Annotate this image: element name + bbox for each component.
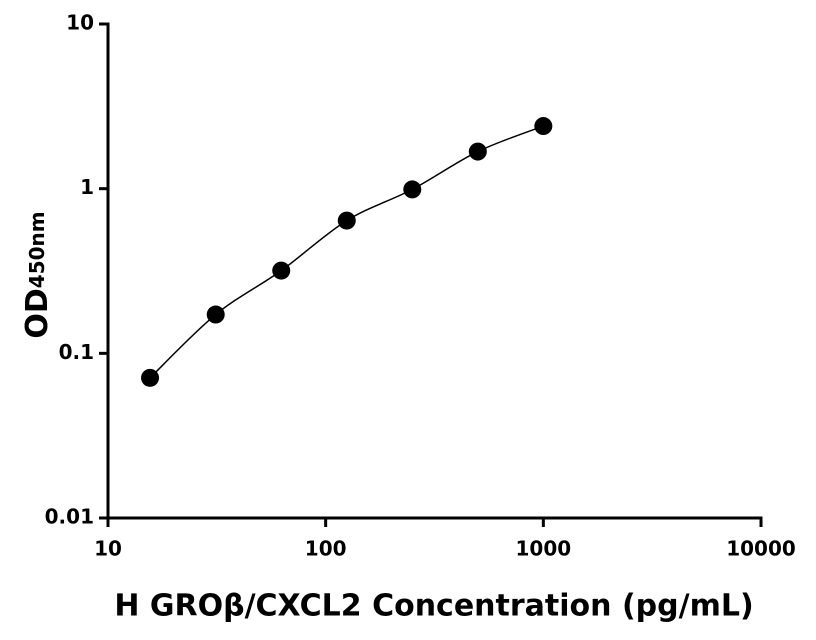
data-point — [468, 142, 487, 161]
data-point — [206, 305, 225, 324]
y-axis-label: OD450nm — [20, 211, 55, 338]
data-point — [272, 261, 291, 280]
y-tick-label: 10 — [66, 11, 94, 35]
data-point — [141, 368, 160, 387]
y-tick-label: 0.01 — [45, 505, 94, 529]
data-point — [534, 117, 553, 136]
data-point — [403, 180, 422, 199]
fit-curve — [149, 125, 544, 379]
y-tick-label: 0.1 — [59, 340, 94, 364]
x-axis-label: H GROβ/CXCL2 Concentration (pg/mL) — [114, 589, 753, 624]
y-axis-label-main: OD — [20, 288, 55, 338]
x-tick-label: 10000 — [726, 537, 796, 561]
x-tick-label: 100 — [305, 537, 347, 561]
y-tick-label: 1 — [80, 175, 94, 199]
data-point — [337, 211, 356, 230]
y-axis-label-subscript: 450nm — [25, 211, 49, 288]
x-tick-label: 10 — [94, 537, 122, 561]
x-tick-label: 1000 — [515, 537, 571, 561]
